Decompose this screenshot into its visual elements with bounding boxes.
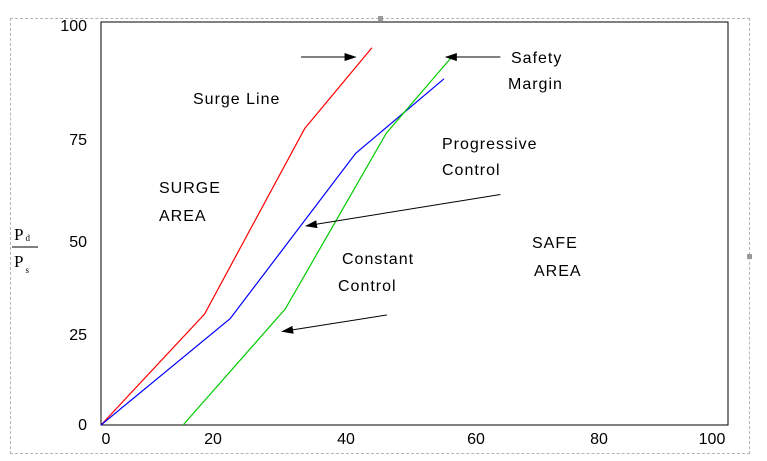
annotation-safe-area-line-1: SAFE	[532, 235, 578, 252]
annotation-progressive-control-line-2: Control	[442, 162, 501, 179]
x-tick-label: 60	[467, 431, 485, 448]
y-axis-label-denominator-base: P	[14, 252, 23, 271]
y-axis-label-numerator-sub: d	[25, 233, 30, 243]
arrow-layer	[281, 53, 501, 334]
resize-handle-right[interactable]	[747, 254, 752, 259]
plot-area	[100, 21, 729, 426]
annotation-progressive-control: Progressive Control	[442, 136, 543, 179]
series-line-1	[100, 78, 445, 426]
annotation-surge-area-line-1: SURGE	[159, 180, 221, 197]
y-tick-label: 0	[78, 417, 87, 434]
chart-frame	[10, 16, 752, 454]
y-tick-label: 25	[69, 327, 87, 344]
y-axis-label-numerator-base: P	[14, 225, 23, 244]
annotation-surge-area-line-2: AREA	[159, 208, 207, 225]
resize-handle-top[interactable]	[378, 16, 383, 21]
constant-arrow	[281, 314, 387, 334]
annotation-surge-line-text: Surge Line	[193, 91, 280, 108]
series-line-2	[182, 55, 454, 426]
x-tick-label: 40	[337, 431, 355, 448]
y-axis-ticks: 100 75 50 25 0	[60, 18, 87, 434]
annotation-safety-margin-line-1: Safety	[511, 50, 562, 67]
x-axis-ticks: 0 20 40 60 80 100	[102, 431, 726, 448]
annotation-constant-control-line-2: Control	[338, 278, 397, 295]
y-tick-label: 50	[69, 234, 87, 251]
x-tick-label: 0	[102, 431, 111, 448]
x-tick-label: 20	[204, 431, 222, 448]
annotation-surge-area: SURGE AREA	[159, 180, 226, 225]
annotation-constant-control-line-1: Constant	[342, 251, 414, 268]
annotation-constant-control: Constant Control	[338, 251, 420, 295]
x-tick-label: 80	[590, 431, 608, 448]
annotation-safety-margin: Safety Margin	[508, 50, 568, 93]
annotation-safe-area: SAFE AREA	[532, 235, 583, 280]
y-tick-label: 100	[60, 18, 87, 35]
y-tick-label: 75	[69, 132, 87, 149]
y-axis-label-denominator-sub: s	[25, 265, 29, 275]
annotation-surge-line: Surge Line	[193, 91, 280, 108]
annotation-safe-area-line-2: AREA	[534, 263, 582, 280]
annotation-progressive-control-line-1: Progressive	[442, 136, 537, 153]
series-line-0	[100, 47, 373, 426]
annotation-safety-margin-line-2: Margin	[508, 76, 563, 93]
progressive-arrow	[305, 193, 501, 229]
x-tick-label: 100	[699, 431, 726, 448]
